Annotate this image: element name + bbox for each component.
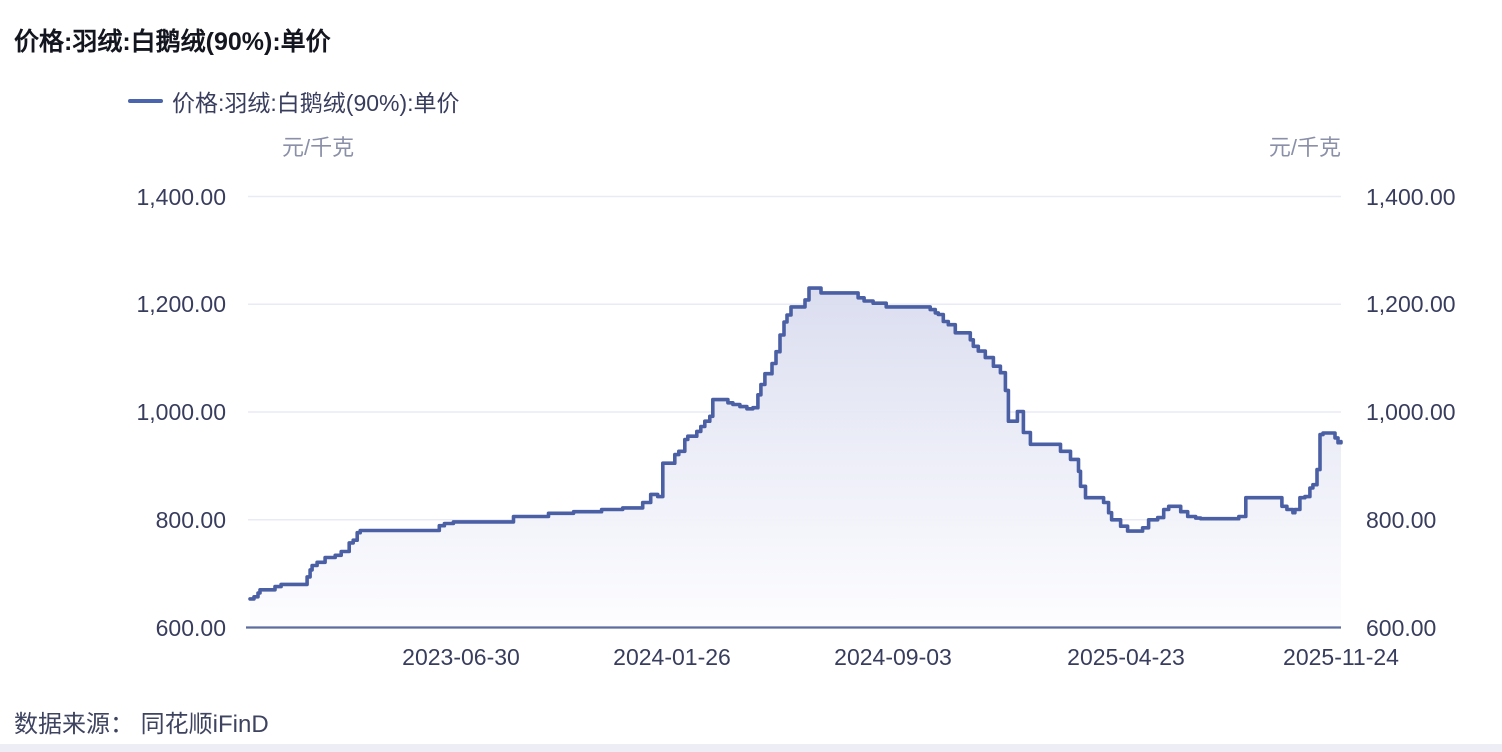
price-line — [248, 286, 1343, 601]
x-tick-2025-04-23: 2025-04-23 — [1067, 644, 1185, 670]
y-tick-left-1000: 1,000.00 — [136, 399, 226, 425]
area-fill — [250, 288, 1341, 628]
legend-item[interactable]: 价格:羽绒:白鹅绒(90%):单价 — [128, 84, 460, 118]
x-tick-2024-01-26: 2024-01-26 — [613, 644, 731, 670]
y-tick-right-800: 800.00 — [1366, 507, 1437, 533]
y-tick-left-1400: 1,400.00 — [136, 184, 226, 210]
y-tick-right-600: 600.00 — [1366, 615, 1437, 641]
legend-line-icon — [128, 99, 163, 103]
y-axis-unit-left: 元/千克 — [282, 135, 355, 160]
y-tick-left-1200: 1,200.00 — [136, 291, 226, 317]
page-title: 价格:羽绒:白鹅绒(90%):单价 — [14, 28, 331, 56]
y-tick-left-800: 800.00 — [155, 507, 226, 533]
bottom-strip — [0, 744, 1502, 752]
x-tick-2024-09-03: 2024-09-03 — [834, 644, 952, 670]
legend-label: 价格:羽绒:白鹅绒(90%):单价 — [172, 90, 460, 116]
y-axis-unit-right: 元/千克 — [1268, 135, 1341, 160]
y-tick-right-1000: 1,000.00 — [1366, 399, 1456, 425]
y-tick-right-1200: 1,200.00 — [1366, 291, 1456, 317]
y-tick-left-600: 600.00 — [155, 615, 226, 641]
x-tick-2023-06-30: 2023-06-30 — [402, 644, 520, 670]
y-tick-right-1400: 1,400.00 — [1366, 184, 1456, 210]
data-source-note: 数据来源： 同花顺iFinD — [14, 711, 269, 738]
x-tick-2025-11-24: 2025-11-24 — [1283, 644, 1399, 670]
